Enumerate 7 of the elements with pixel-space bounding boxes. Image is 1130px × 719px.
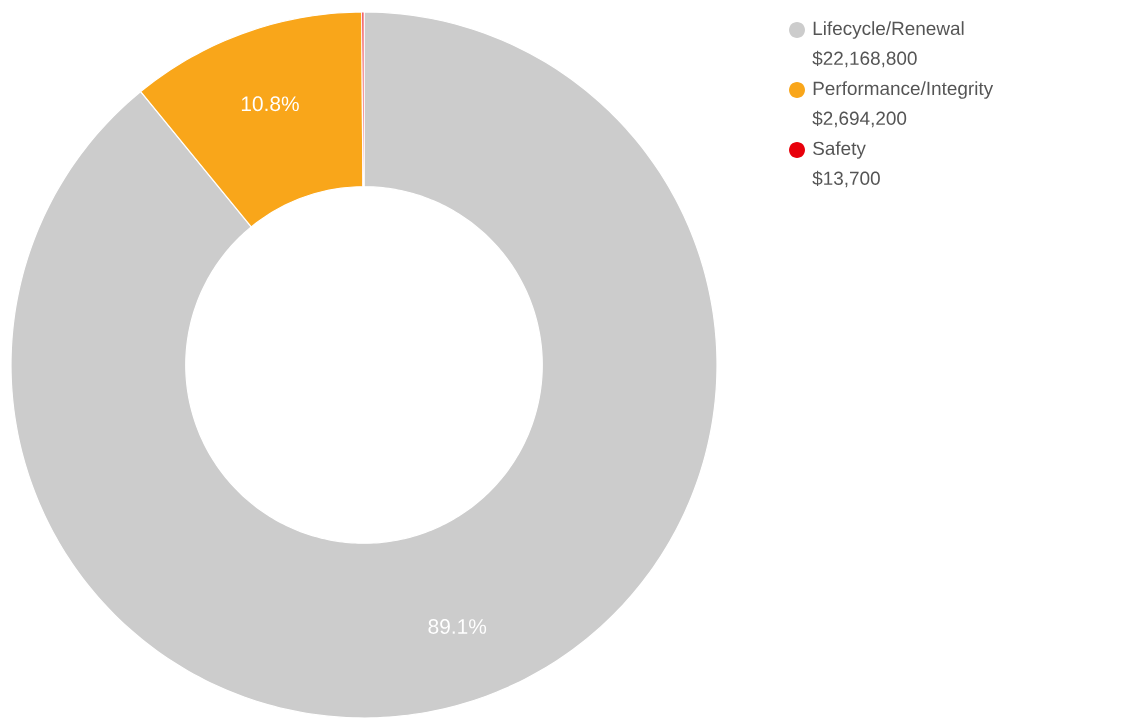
- legend-label: Performance/Integrity: [813, 81, 994, 99]
- legend-label: Lifecycle/Renewal: [813, 21, 964, 39]
- text: $2,694,200: [812, 110, 907, 128]
- legend-label: Safety: [813, 141, 866, 159]
- text: $22,168,800: [812, 50, 917, 68]
- text: $13,700: [812, 170, 880, 188]
- data-label: 10.8%: [241, 96, 299, 112]
